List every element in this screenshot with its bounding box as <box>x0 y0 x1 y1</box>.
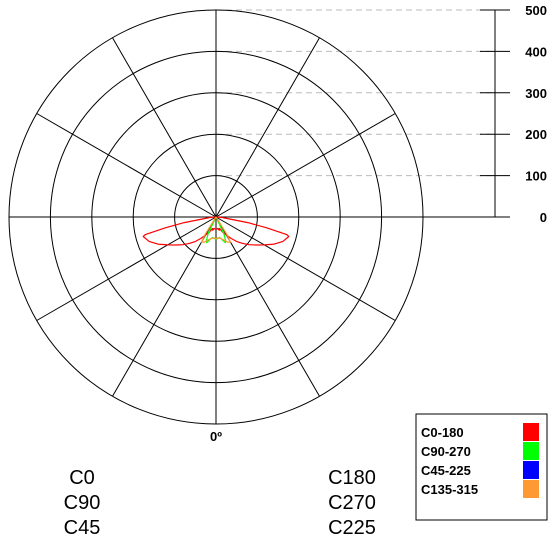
plane-label-right-c270: C270 <box>328 492 376 514</box>
scale-tick-label-200: 200 <box>525 127 547 142</box>
grid-spoke-150 <box>215 37 320 218</box>
scale-tick-label-400: 400 <box>525 44 547 59</box>
series-c135-315 <box>200 216 232 243</box>
angle-zero-label: 0º <box>210 429 222 444</box>
radial-tick-guides <box>216 9 495 177</box>
data-series <box>142 216 290 246</box>
grid-spoke-210 <box>112 37 217 218</box>
grid-spoke-300 <box>36 216 217 321</box>
plane-labels-left: C0 C90 C45 <box>64 467 101 539</box>
grid-spoke-120 <box>215 113 396 218</box>
legend-swatch-c45-225 <box>523 461 539 479</box>
legend-swatch-c135-315 <box>523 480 539 498</box>
legend-label-c135-315: C135-315 <box>421 482 478 497</box>
legend-swatch-c0-180 <box>523 423 539 441</box>
polar-grid-spokes <box>9 10 495 424</box>
series-c0-180 <box>142 216 290 246</box>
plane-labels-right: C180 C270 C225 <box>328 467 376 539</box>
legend: C0-180 C90-270 C45-225 C135-315 <box>415 413 548 521</box>
scale-tick-label-0: 0 <box>540 210 547 225</box>
legend-label-c0-180: C0-180 <box>421 425 464 440</box>
legend-swatch-c90-270 <box>523 442 539 460</box>
plane-label-left-c0: C0 <box>69 467 95 489</box>
plane-label-left-c90: C90 <box>64 492 101 514</box>
grid-spoke-330 <box>112 216 217 397</box>
plane-label-right-c180: C180 <box>328 467 376 489</box>
scale-tick-label-500: 500 <box>525 3 547 18</box>
scale-tick-label-300: 300 <box>525 86 547 101</box>
scale-tick-label-100: 100 <box>525 169 547 184</box>
grid-spoke-30 <box>215 216 320 397</box>
grid-spoke-240 <box>36 113 217 218</box>
legend-label-c90-270: C90-270 <box>421 444 471 459</box>
legend-label-c45-225: C45-225 <box>421 463 471 478</box>
grid-spoke-60 <box>215 216 396 321</box>
plane-label-right-c225: C225 <box>328 517 376 539</box>
radial-scale-axis: 0 100 200 300 400 500 <box>480 3 547 225</box>
plane-label-left-c45: C45 <box>64 517 101 539</box>
